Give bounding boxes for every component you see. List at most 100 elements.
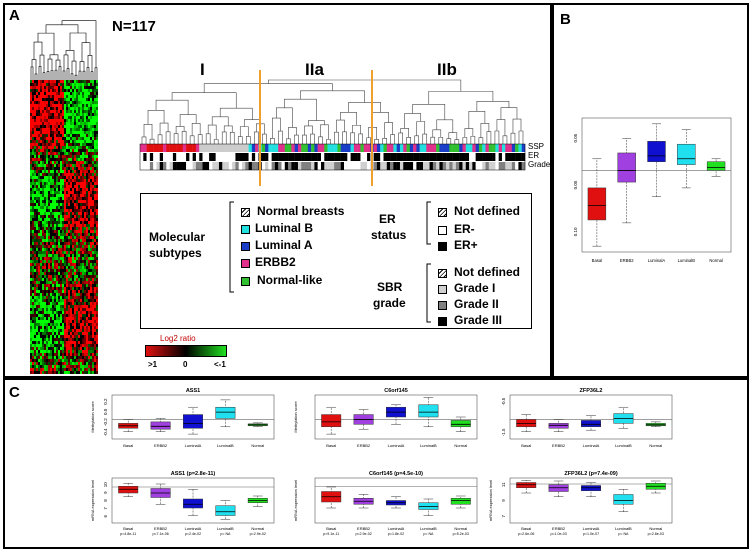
heatmap-cells (30, 80, 98, 374)
boxplot-svg: 0.05 0.05 0.10 Basal ERBB2 LuminalA LuminalB No… (573, 117, 732, 263)
track-cells (140, 144, 526, 170)
plot-frame (581, 117, 732, 253)
box-erbb2 (150, 421, 171, 430)
boxplot-zfp36l2-expression: ZFP36L2 (p=7.4e-09) mRNA expression level… (480, 462, 680, 547)
plot-frame (111, 477, 275, 524)
x-tick-label: ERBB2 (552, 443, 566, 448)
legend-er-neg: ER- (454, 222, 475, 236)
box-luminalb (215, 505, 236, 516)
panel-c: C (3, 378, 749, 549)
boxplot-c6orf145-expression: C6orf145 (p=4.5e-10) mRNA expression leve… (285, 462, 485, 547)
sample-dendrogram (141, 79, 524, 144)
y-tick-label: -1.5 (501, 428, 506, 436)
legend-er-pos: ER+ (454, 238, 478, 252)
p-value-label: p=1.8e-02 (388, 532, 404, 536)
x-tick-label: Normal (649, 443, 662, 448)
x-tick-label: ERBB2 (154, 526, 168, 531)
plot-title: C6orf145 (p=4.5e-10) (369, 471, 423, 477)
legend-er-title-2: status (371, 228, 407, 242)
x-tick-label: Basal (521, 526, 531, 531)
x-tick-label: ERBB2 (357, 526, 371, 531)
x-tick-label: Basal (521, 443, 531, 448)
box-erbb2 (617, 152, 636, 183)
box-normal (450, 498, 471, 505)
track-label-er: ER (528, 151, 540, 160)
swatch-luminal-a (241, 242, 250, 251)
legend-er-not-defined: Not defined (454, 204, 520, 218)
x-tick-label: Normal (454, 526, 467, 531)
y-tick-label: 0.05 (573, 180, 578, 189)
x-tick-label: Normal (454, 443, 467, 448)
y-tick-label: 9 (103, 491, 108, 494)
cluster-label-i: I (200, 60, 205, 79)
boxplot-svg: ASS1 Methylation score 0.2 0.0 -0.2 -0.4 Basal… (90, 388, 275, 448)
y-tick-label: 8 (103, 499, 108, 502)
boxplot-svg: ASS1 (p=2.8e-11) mRNA expression level 10 9… (90, 471, 275, 536)
boxplot-svg: C6orf145 (p=4.5e-10) mRNA expression leve… (293, 471, 478, 536)
y-tick-label: 7 (103, 507, 108, 510)
y-tick-label: 7 (501, 515, 506, 518)
legend-erbb2: ERBB2 (255, 255, 296, 269)
x-tick-label: LuminalB (678, 258, 696, 263)
x-tick-label: LuminalB (217, 526, 234, 531)
x-tick-label: Normal (251, 443, 264, 448)
p-value-label: p=2.8e-03 (648, 532, 664, 536)
colorbar-right-label: <-1 (214, 360, 226, 369)
y-tick-label: -0.5 (501, 397, 506, 405)
colorbar-mid-label: 0 (183, 360, 188, 369)
p-value-label: p=1.0e-07 (583, 532, 599, 536)
y-tick-label: 0.0 (103, 408, 108, 415)
box-luminala (647, 141, 666, 162)
box-erbb2 (548, 423, 569, 429)
y-tick-label: 0.10 (573, 227, 578, 236)
boxplot-svg: C6orf145 Methylation score Basal ERBB2 Lumin… (293, 388, 478, 448)
panel-c-label: C (9, 384, 20, 401)
legend-luminal-a: Luminal A (255, 238, 313, 252)
p-value-label: p= NA (618, 532, 629, 536)
p-value-label: p=9.1e-11 (323, 532, 339, 536)
box-luminala (581, 420, 601, 428)
panel-b-label: B (560, 11, 571, 28)
plot-ylabel: Methylation score (293, 401, 298, 433)
legend-sbr-title-2: grade (373, 296, 406, 310)
p-value-label: p=1.0e-03 (550, 532, 566, 536)
plot-frame (111, 394, 275, 440)
boxplot-svg: ZFP36L2 -0.5 -1.5 Basal ERBB2 LuminalA Luminal… (501, 388, 673, 448)
swatch-er-neg (438, 226, 447, 235)
x-tick-label: ERBB2 (357, 443, 371, 448)
p-value-label: p= NA (423, 532, 434, 536)
legend-subtypes-title-1: Molecular (149, 230, 206, 244)
panel-b: B (552, 3, 749, 378)
boxplot-b: 0.05 0.05 0.10 Basal ERBB2 LuminalA LuminalB No… (560, 112, 743, 272)
legend-grade-2: Grade II (454, 297, 499, 311)
y-tick-label: 11 (501, 482, 506, 487)
y-tick-label: -0.4 (103, 428, 108, 436)
swatch-normal-breasts (241, 208, 250, 217)
heatmap-dendrogram (30, 20, 98, 80)
track-label-ssp: SSP (528, 142, 545, 151)
y-tick-label: -0.2 (103, 418, 108, 426)
box-luminala (183, 498, 203, 509)
legend-grade-1: Grade I (454, 281, 496, 295)
x-tick-label: LuminalA (185, 443, 202, 448)
x-tick-label: LuminalB (420, 526, 437, 531)
p-value-label: p= NA (220, 532, 231, 536)
swatch-normal-like (241, 277, 250, 286)
p-value-label: p=7.1e-06 (152, 532, 168, 536)
x-tick-label: Normal (649, 526, 662, 531)
x-tick-label: Basal (326, 526, 336, 531)
dendrogram-branches (30, 20, 98, 80)
legend-sbr-not-defined: Not defined (454, 265, 520, 279)
p-value-label: p=2.4e-02 (185, 532, 201, 536)
legend-luminal-b: Luminal B (255, 221, 314, 235)
p-value-label: p=4.8e-11 (120, 532, 136, 536)
x-tick-label: LuminalB (217, 443, 234, 448)
boxplot-svg: ZFP36L2 (p=7.4e-09) mRNA expression level… (488, 471, 673, 536)
sample-count-label: N=117 (112, 18, 156, 35)
box-luminalb (215, 406, 236, 419)
x-tick-label: Basal (123, 526, 133, 531)
colorbar (145, 345, 227, 357)
swatch-grade-3 (438, 317, 447, 326)
box-normal (450, 420, 471, 428)
box-basal (321, 414, 342, 428)
